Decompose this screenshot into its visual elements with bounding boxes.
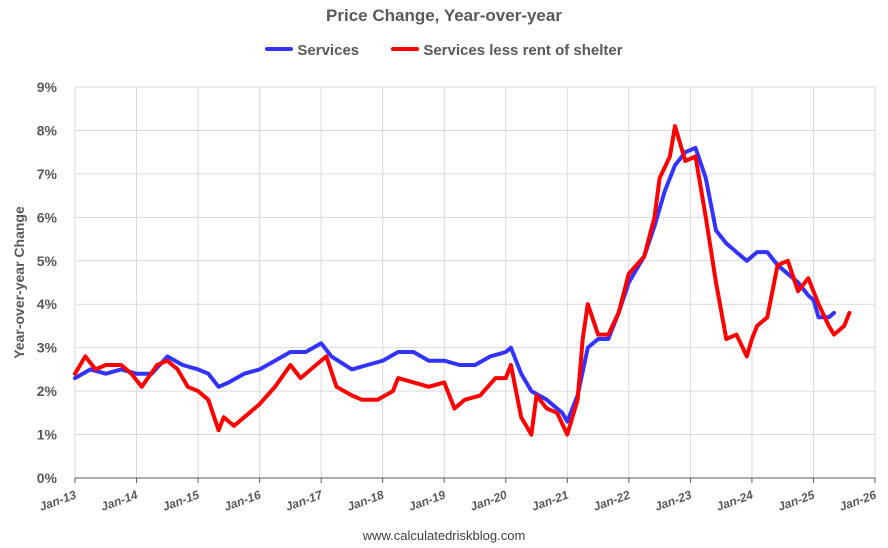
y-tick-label: 1% [37,427,58,443]
y-tick-label: 3% [37,340,58,356]
x-tick-label: Jan-14 [99,488,140,514]
legend-swatch-services-less-shelter [391,47,420,52]
x-tick-label: Jan-25 [776,488,817,514]
x-tick-label: Jan-15 [161,488,202,514]
y-tick-label: 0% [37,470,58,486]
chart-title: Price Change, Year-over-year [326,6,562,25]
x-tick-label: Jan-16 [222,488,263,514]
series-line-services [73,145,836,424]
y-axis-ticks: 0% 1% 2% 3% 4% 5% 6% 7% 8% 9% [37,79,58,486]
x-tick-label: Jan-13 [38,488,79,514]
x-axis-ticks: Jan-13 Jan-14 Jan-15 Jan-16 Jan-17 Jan-18 Jan-… [38,487,879,514]
legend-swatch-services [265,47,294,52]
x-tick-label: Jan-20 [468,488,509,514]
y-tick-label: 7% [37,166,58,182]
series-line-services-less-shelter [73,124,852,437]
x-tick-label: Jan-17 [284,487,326,514]
series-layer [73,124,852,437]
x-tick-label: Jan-24 [714,488,755,514]
legend-item-services-less-shelter: Services less rent of shelter [391,42,623,59]
legend-label-services-less-shelter: Services less rent of shelter [423,42,623,59]
legend: Services Services less rent of shelter [0,42,888,59]
y-gridlines [75,86,875,436]
y-axis-label: Year-over-year Change [11,206,27,359]
y-tick-label: 5% [37,253,58,269]
y-tick-label: 8% [37,122,58,138]
x-tick-label: Jan-18 [345,488,386,514]
y-tick-label: 6% [37,209,58,225]
x-tick-label: Jan-21 [530,488,571,514]
x-tick-label: Jan-26 [838,488,879,514]
source-credit: www.calculatedriskblog.com [362,528,526,543]
x-tick-label: Jan-19 [407,488,448,514]
legend-item-services: Services [265,42,359,59]
y-tick-label: 4% [37,296,58,312]
legend-label-services: Services [297,42,360,59]
y-tick-label: 9% [37,79,58,95]
x-tick-label: Jan-22 [591,488,632,514]
x-gridlines [74,87,876,483]
x-tick-label: Jan-23 [653,488,694,514]
y-tick-label: 2% [37,383,58,399]
